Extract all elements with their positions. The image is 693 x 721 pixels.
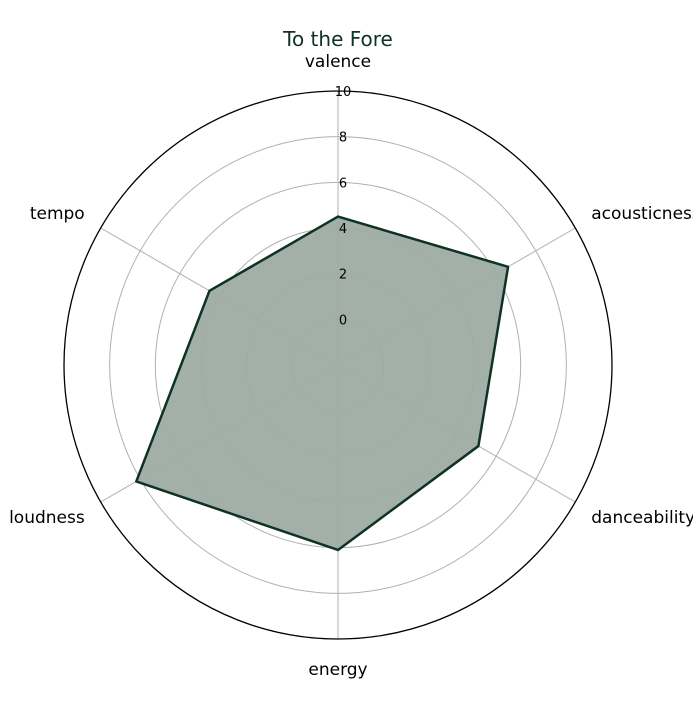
axis-label-loudness: loudness bbox=[9, 508, 85, 528]
chart-title: To the Fore bbox=[282, 27, 393, 51]
tick-label-10: 10 bbox=[335, 85, 352, 100]
tick-label-6: 6 bbox=[339, 176, 347, 191]
radial-ticks: 0 2 4 6 8 10 bbox=[335, 85, 352, 328]
tick-label-0: 0 bbox=[339, 313, 347, 328]
axis-labels: valence acousticness danceability energy lou… bbox=[9, 52, 693, 680]
tick-label-2: 2 bbox=[339, 268, 347, 283]
axis-label-acousticness: acousticness bbox=[591, 204, 693, 224]
axis-label-energy: energy bbox=[308, 660, 367, 680]
series-polygon bbox=[135, 215, 510, 552]
tick-label-8: 8 bbox=[339, 131, 347, 146]
series bbox=[135, 215, 510, 552]
tick-label-4: 4 bbox=[339, 222, 347, 237]
axis-label-valence: valence bbox=[305, 52, 371, 72]
axis-label-tempo: tempo bbox=[30, 204, 85, 224]
outer-circle bbox=[63, 90, 613, 640]
outer-frame bbox=[63, 90, 613, 640]
axis-label-danceability: danceability bbox=[591, 508, 693, 528]
